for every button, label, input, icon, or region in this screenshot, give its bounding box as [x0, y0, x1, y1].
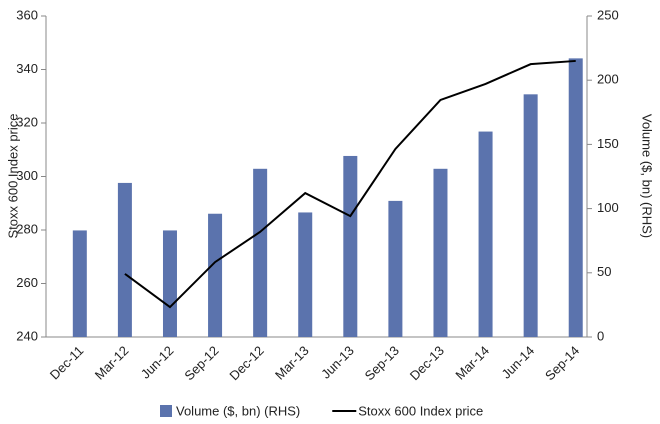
x-tick-label: Mar-14 — [452, 343, 492, 383]
bar — [523, 94, 538, 337]
x-tick-label: Jun-14 — [498, 343, 537, 382]
y2-tick-label: 0 — [597, 328, 604, 343]
y2-tick-label: 250 — [597, 7, 619, 22]
bar — [208, 213, 223, 337]
x-tick-label: Sep-12 — [181, 343, 221, 383]
y-axis-title: Stoxx 600 Index price — [5, 113, 20, 238]
y2-tick-label: 50 — [597, 264, 611, 279]
x-tick-label: Dec-13 — [407, 343, 447, 383]
x-tick-label: Jun-13 — [318, 343, 357, 382]
y-tick-label: 360 — [16, 7, 38, 22]
bar — [388, 200, 403, 337]
x-tick-label: Sep-14 — [542, 343, 582, 383]
bar — [478, 131, 493, 337]
y2-axis-title: Volume ($, bn) (RHS) — [640, 114, 655, 238]
y-tick-label: 260 — [16, 275, 38, 290]
bar — [433, 168, 448, 337]
y-tick-label: 320 — [16, 114, 38, 129]
y-tick-label: 240 — [16, 328, 38, 343]
legend-label: Stoxx 600 Index price — [358, 403, 483, 418]
bar — [568, 58, 583, 337]
bar — [343, 155, 358, 337]
bar — [72, 230, 87, 337]
x-tick-label: Mar-12 — [92, 343, 132, 383]
y-tick-label: 280 — [16, 221, 38, 236]
legend-label: Volume ($, bn) (RHS) — [176, 403, 300, 418]
bar — [253, 168, 268, 337]
x-tick-label: Jun-12 — [138, 343, 177, 382]
x-tick-label: Mar-13 — [272, 343, 312, 383]
x-tick-label: Sep-13 — [362, 343, 402, 383]
x-tick-label: Dec-11 — [47, 343, 87, 383]
bar — [298, 212, 313, 337]
y2-tick-label: 200 — [597, 72, 619, 87]
x-tick-label: Dec-12 — [226, 343, 266, 383]
legend-swatch — [160, 405, 172, 417]
bar — [162, 230, 177, 337]
bar — [117, 182, 132, 337]
y-tick-label: 300 — [16, 168, 38, 183]
y2-tick-label: 100 — [597, 200, 619, 215]
y2-tick-label: 150 — [597, 136, 619, 151]
y-tick-label: 340 — [16, 61, 38, 76]
line — [124, 59, 576, 309]
